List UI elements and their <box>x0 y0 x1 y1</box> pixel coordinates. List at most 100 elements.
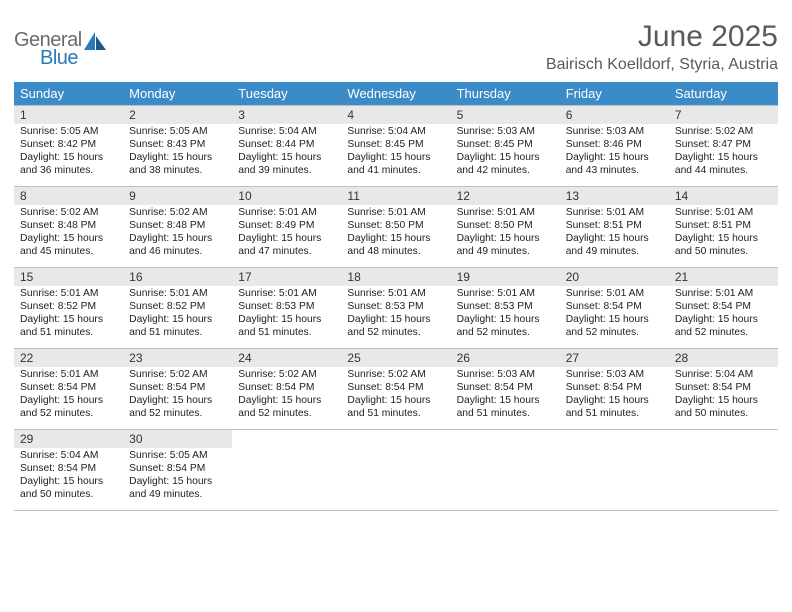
sunset-line: Sunset: 8:43 PM <box>129 139 226 152</box>
sunrise-line: Sunrise: 5:04 AM <box>675 369 772 382</box>
day-cell: 20Sunrise: 5:01 AMSunset: 8:54 PMDayligh… <box>560 268 669 348</box>
day-number: 21 <box>669 268 778 286</box>
day-content: Sunrise: 5:04 AMSunset: 8:54 PMDaylight:… <box>669 367 778 426</box>
logo-text: General Blue <box>14 30 106 68</box>
day-number: 4 <box>341 106 450 124</box>
day-content: Sunrise: 5:02 AMSunset: 8:48 PMDaylight:… <box>123 205 232 264</box>
daylight-line: Daylight: 15 hours and 49 minutes. <box>566 233 663 259</box>
day-content: Sunrise: 5:02 AMSunset: 8:48 PMDaylight:… <box>14 205 123 264</box>
day-cell: 24Sunrise: 5:02 AMSunset: 8:54 PMDayligh… <box>232 349 341 429</box>
day-content: Sunrise: 5:03 AMSunset: 8:45 PMDaylight:… <box>451 124 560 183</box>
day-content: Sunrise: 5:04 AMSunset: 8:45 PMDaylight:… <box>341 124 450 183</box>
day-cell: 23Sunrise: 5:02 AMSunset: 8:54 PMDayligh… <box>123 349 232 429</box>
daylight-line: Daylight: 15 hours and 46 minutes. <box>129 233 226 259</box>
day-number: 8 <box>14 187 123 205</box>
sunset-line: Sunset: 8:54 PM <box>566 382 663 395</box>
day-content: Sunrise: 5:01 AMSunset: 8:50 PMDaylight:… <box>341 205 450 264</box>
day-number: 24 <box>232 349 341 367</box>
sunrise-line: Sunrise: 5:02 AM <box>347 369 444 382</box>
daylight-line: Daylight: 15 hours and 43 minutes. <box>566 152 663 178</box>
day-content: Sunrise: 5:01 AMSunset: 8:50 PMDaylight:… <box>451 205 560 264</box>
day-number: 7 <box>669 106 778 124</box>
daylight-line: Daylight: 15 hours and 44 minutes. <box>675 152 772 178</box>
day-cell: 3Sunrise: 5:04 AMSunset: 8:44 PMDaylight… <box>232 106 341 186</box>
day-number: 13 <box>560 187 669 205</box>
day-content: Sunrise: 5:01 AMSunset: 8:51 PMDaylight:… <box>560 205 669 264</box>
day-cell: 13Sunrise: 5:01 AMSunset: 8:51 PMDayligh… <box>560 187 669 267</box>
location-subtitle: Bairisch Koelldorf, Styria, Austria <box>546 56 778 74</box>
empty-day-cell <box>232 430 341 510</box>
sunrise-line: Sunrise: 5:02 AM <box>20 207 117 220</box>
logo: General Blue <box>14 30 106 68</box>
day-content: Sunrise: 5:03 AMSunset: 8:46 PMDaylight:… <box>560 124 669 183</box>
day-number: 2 <box>123 106 232 124</box>
sunset-line: Sunset: 8:47 PM <box>675 139 772 152</box>
daylight-line: Daylight: 15 hours and 52 minutes. <box>129 395 226 421</box>
sunset-line: Sunset: 8:54 PM <box>675 382 772 395</box>
day-cell: 27Sunrise: 5:03 AMSunset: 8:54 PMDayligh… <box>560 349 669 429</box>
sunset-line: Sunset: 8:50 PM <box>457 220 554 233</box>
sunrise-line: Sunrise: 5:03 AM <box>457 369 554 382</box>
day-cell: 12Sunrise: 5:01 AMSunset: 8:50 PMDayligh… <box>451 187 560 267</box>
day-content: Sunrise: 5:04 AMSunset: 8:44 PMDaylight:… <box>232 124 341 183</box>
day-number: 5 <box>451 106 560 124</box>
daylight-line: Daylight: 15 hours and 51 minutes. <box>457 395 554 421</box>
sunrise-line: Sunrise: 5:03 AM <box>566 126 663 139</box>
day-number: 25 <box>341 349 450 367</box>
day-number: 1 <box>14 106 123 124</box>
day-number: 28 <box>669 349 778 367</box>
sunrise-line: Sunrise: 5:01 AM <box>129 288 226 301</box>
day-content: Sunrise: 5:01 AMSunset: 8:53 PMDaylight:… <box>341 286 450 345</box>
day-cell: 2Sunrise: 5:05 AMSunset: 8:43 PMDaylight… <box>123 106 232 186</box>
daylight-line: Daylight: 15 hours and 38 minutes. <box>129 152 226 178</box>
day-cell: 22Sunrise: 5:01 AMSunset: 8:54 PMDayligh… <box>14 349 123 429</box>
daylight-line: Daylight: 15 hours and 51 minutes. <box>129 314 226 340</box>
empty-day-cell <box>560 430 669 510</box>
sunrise-line: Sunrise: 5:05 AM <box>129 450 226 463</box>
sunrise-line: Sunrise: 5:05 AM <box>20 126 117 139</box>
day-cell: 19Sunrise: 5:01 AMSunset: 8:53 PMDayligh… <box>451 268 560 348</box>
sunset-line: Sunset: 8:53 PM <box>238 301 335 314</box>
week-row: 29Sunrise: 5:04 AMSunset: 8:54 PMDayligh… <box>14 429 778 511</box>
day-number: 14 <box>669 187 778 205</box>
sunrise-line: Sunrise: 5:01 AM <box>566 207 663 220</box>
daylight-line: Daylight: 15 hours and 51 minutes. <box>347 395 444 421</box>
sunrise-line: Sunrise: 5:02 AM <box>129 369 226 382</box>
daylight-line: Daylight: 15 hours and 51 minutes. <box>20 314 117 340</box>
sunrise-line: Sunrise: 5:01 AM <box>675 207 772 220</box>
daylight-line: Daylight: 15 hours and 52 minutes. <box>566 314 663 340</box>
day-cell: 16Sunrise: 5:01 AMSunset: 8:52 PMDayligh… <box>123 268 232 348</box>
day-cell: 18Sunrise: 5:01 AMSunset: 8:53 PMDayligh… <box>341 268 450 348</box>
sunset-line: Sunset: 8:45 PM <box>347 139 444 152</box>
day-content: Sunrise: 5:05 AMSunset: 8:54 PMDaylight:… <box>123 448 232 507</box>
sunrise-line: Sunrise: 5:04 AM <box>347 126 444 139</box>
empty-day-cell <box>669 430 778 510</box>
empty-day-cell <box>341 430 450 510</box>
daylight-line: Daylight: 15 hours and 50 minutes. <box>675 395 772 421</box>
day-cell: 25Sunrise: 5:02 AMSunset: 8:54 PMDayligh… <box>341 349 450 429</box>
day-content: Sunrise: 5:02 AMSunset: 8:47 PMDaylight:… <box>669 124 778 183</box>
day-content: Sunrise: 5:01 AMSunset: 8:53 PMDaylight:… <box>232 286 341 345</box>
sunset-line: Sunset: 8:54 PM <box>20 463 117 476</box>
sunrise-line: Sunrise: 5:01 AM <box>20 288 117 301</box>
day-number: 3 <box>232 106 341 124</box>
day-cell: 21Sunrise: 5:01 AMSunset: 8:54 PMDayligh… <box>669 268 778 348</box>
day-number: 17 <box>232 268 341 286</box>
page-header: General Blue June 2025 Bairisch Koelldor… <box>14 20 778 74</box>
sunrise-line: Sunrise: 5:03 AM <box>566 369 663 382</box>
day-number: 23 <box>123 349 232 367</box>
day-content: Sunrise: 5:05 AMSunset: 8:43 PMDaylight:… <box>123 124 232 183</box>
sunset-line: Sunset: 8:53 PM <box>347 301 444 314</box>
day-cell: 17Sunrise: 5:01 AMSunset: 8:53 PMDayligh… <box>232 268 341 348</box>
day-number: 9 <box>123 187 232 205</box>
daylight-line: Daylight: 15 hours and 52 minutes. <box>347 314 444 340</box>
sunrise-line: Sunrise: 5:01 AM <box>347 288 444 301</box>
weekday-header: Thursday <box>451 82 560 105</box>
daylight-line: Daylight: 15 hours and 50 minutes. <box>20 476 117 502</box>
sunset-line: Sunset: 8:46 PM <box>566 139 663 152</box>
sunset-line: Sunset: 8:54 PM <box>347 382 444 395</box>
weekday-header-row: SundayMondayTuesdayWednesdayThursdayFrid… <box>14 82 778 105</box>
sunset-line: Sunset: 8:54 PM <box>675 301 772 314</box>
day-content: Sunrise: 5:02 AMSunset: 8:54 PMDaylight:… <box>341 367 450 426</box>
empty-day-cell <box>451 430 560 510</box>
